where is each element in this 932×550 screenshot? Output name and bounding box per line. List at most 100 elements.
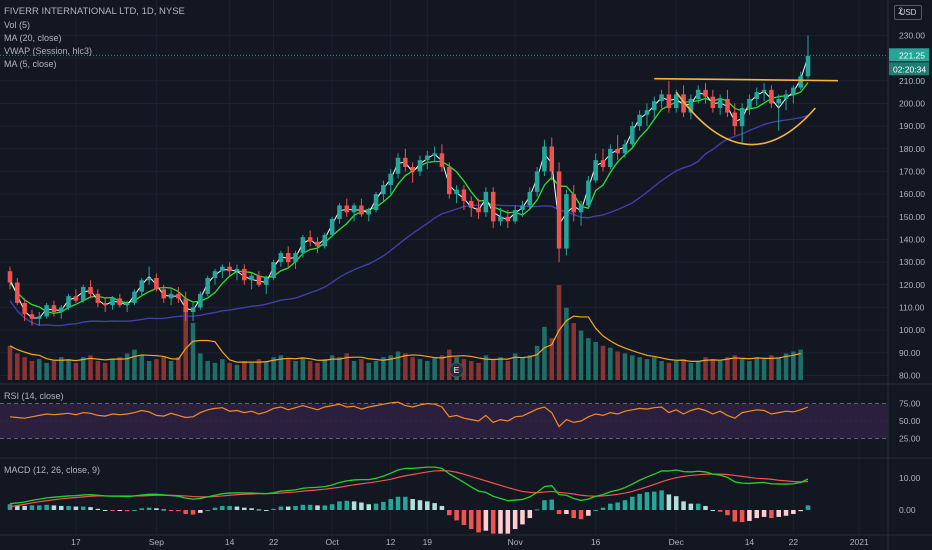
candle-body: [410, 166, 415, 172]
candle-body: [578, 205, 584, 213]
volume-bar: [703, 357, 708, 380]
macd-histogram-bar: [600, 507, 606, 510]
volume-bar: [651, 357, 657, 380]
volume-bar: [432, 357, 437, 380]
macd-histogram-bar: [249, 508, 254, 510]
volume-bar: [578, 330, 584, 380]
macd-histogram-bar: [622, 500, 628, 510]
macd-histogram-bar: [168, 510, 174, 511]
candle-body: [110, 298, 115, 306]
macd-histogram-bar: [490, 510, 496, 534]
volume-bar: [15, 353, 20, 380]
volume-bar: [263, 361, 269, 380]
candle-body: [212, 271, 218, 278]
macd-histogram-bar: [659, 490, 664, 510]
volume-bar: [630, 355, 635, 380]
macd-histogram-bar: [307, 504, 313, 510]
volume-bar: [366, 362, 372, 380]
volume-bar: [615, 351, 620, 380]
volume-bar: [373, 361, 379, 380]
macd-histogram-bar: [242, 507, 247, 510]
candle-body: [586, 180, 591, 206]
volume-bar: [571, 323, 576, 380]
candle-body: [512, 210, 518, 222]
volume-bar: [681, 359, 686, 380]
macd-histogram-bar: [586, 510, 591, 516]
candle-body: [439, 153, 445, 167]
volume-bar: [176, 357, 181, 380]
candle-body: [37, 316, 42, 319]
price-tick-label: 200.00: [899, 98, 925, 108]
candle-body: [344, 205, 350, 213]
macd-histogram-bar: [534, 509, 540, 511]
volume-bar: [695, 361, 701, 380]
time-tick-label: 17: [71, 537, 81, 547]
volume-bar: [403, 353, 408, 380]
candle-body: [776, 98, 781, 104]
volume-bar: [212, 362, 218, 380]
rsi-legend: RSI (14, close): [4, 391, 64, 401]
last-price-label: 221.25: [899, 50, 925, 60]
price-tick-label: 210.00: [899, 76, 925, 86]
volume-bar: [307, 361, 313, 380]
candle-body: [615, 148, 620, 154]
macd-histogram-bar: [688, 503, 694, 510]
macd-histogram-bar: [124, 510, 130, 512]
volume-bar: [739, 359, 745, 380]
macd-histogram-bar: [798, 510, 803, 512]
macd-line: [9, 466, 809, 505]
macd-histogram-bar: [520, 510, 525, 525]
volume-bar: [168, 361, 174, 380]
macd-histogram-bar: [476, 510, 481, 533]
volume-bar: [37, 359, 42, 380]
candle-body: [256, 275, 262, 285]
macd-histogram-bar: [212, 507, 218, 510]
macd-histogram-bar: [425, 501, 430, 510]
macd-histogram-bar: [703, 505, 708, 510]
macd-histogram-bar: [417, 500, 423, 510]
candle-body: [798, 76, 803, 88]
macd-histogram-bar: [747, 510, 752, 521]
symbol-title: FIVERR INTERNATIONAL LTD, 1D, NYSE: [4, 6, 185, 17]
macd-histogram-bar: [630, 496, 635, 510]
volume-bar: [190, 323, 196, 380]
candle-body: [461, 189, 467, 201]
macd-histogram-bar: [454, 510, 459, 521]
candle-body: [373, 194, 379, 210]
rsi-line: [9, 401, 809, 428]
candle-body: [527, 191, 533, 206]
macd-histogram-bar: [234, 506, 240, 510]
macd-histogram-bar: [381, 501, 386, 510]
macd-histogram-bar: [512, 510, 518, 530]
candle-body: [227, 266, 232, 272]
macd-histogram-bar: [51, 505, 57, 510]
volume-bar: [783, 353, 789, 380]
macd-histogram-bar: [66, 505, 71, 510]
volume-bar: [51, 361, 57, 380]
volume-bar: [600, 345, 606, 380]
volume-legend: Vol (5): [4, 20, 31, 30]
currency-button[interactable]: USD: [894, 5, 922, 20]
volume-bar: [776, 357, 781, 380]
ma20-line: [9, 115, 809, 327]
candle-body: [366, 210, 372, 215]
macd-histogram-bar: [403, 496, 408, 510]
volume-bar: [344, 353, 350, 380]
volume-bar: [483, 355, 489, 380]
candle-body: [403, 157, 408, 167]
candle-body: [432, 153, 437, 156]
volume-bar: [44, 362, 49, 380]
volume-bar: [381, 357, 386, 380]
macd-histogram-bar: [263, 510, 269, 511]
time-tick-label: 22: [269, 537, 279, 547]
volume-bar: [710, 359, 716, 380]
macd-histogram-bar: [73, 506, 79, 510]
candle-body: [66, 296, 71, 308]
volume-bar: [659, 361, 664, 380]
volume-bar: [395, 351, 401, 380]
volume-bar: [95, 361, 101, 380]
candle-body: [168, 293, 174, 299]
macd-histogram-bar: [44, 504, 49, 510]
macd-histogram-bar: [637, 493, 642, 510]
